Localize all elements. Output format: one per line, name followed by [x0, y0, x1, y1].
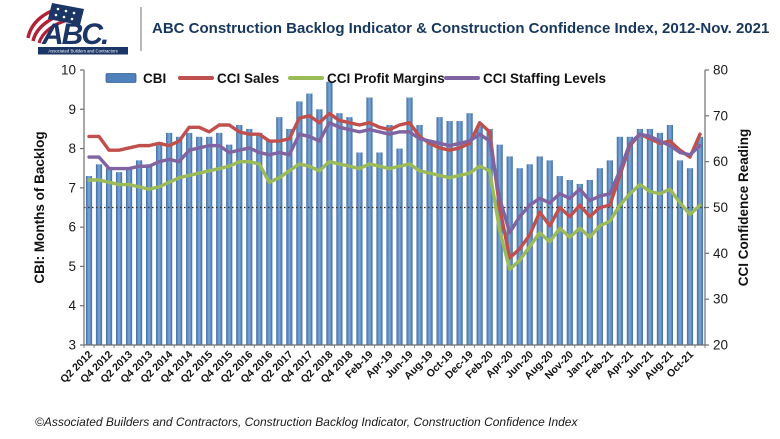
cbi-bar [546, 160, 553, 345]
cbi-bar [396, 148, 403, 345]
cbi-bar [256, 132, 263, 345]
legend-label: CCI Sales [217, 71, 279, 86]
source-attribution: ©Associated Builders and Contractors, Co… [35, 415, 578, 429]
cbi-bar [196, 136, 203, 345]
left-tick-label: 6 [68, 220, 76, 235]
cbi-bar [176, 136, 183, 345]
cbi-bar [416, 125, 423, 345]
header-divider [140, 6, 142, 51]
cbi-bar [166, 132, 173, 345]
right-tick-label: 20 [713, 338, 728, 353]
cbi-bar [336, 113, 343, 346]
left-tick-label: 10 [61, 63, 76, 78]
legend-swatch-cbi [105, 73, 137, 83]
cbi-bar [216, 132, 223, 345]
right-tick-label: 60 [713, 154, 728, 169]
cbi-bar [306, 93, 313, 345]
cbi-bar [426, 140, 433, 345]
cbi-bar [616, 136, 623, 345]
cbi-bar [666, 125, 674, 345]
cbi-bar [516, 168, 523, 345]
cbi-bar [586, 180, 593, 345]
cbi-bar [676, 160, 684, 345]
chart-title: ABC Construction Backlog Indicator & Con… [152, 20, 770, 37]
left-tick-label: 3 [68, 338, 76, 353]
cbi-bar [436, 117, 443, 345]
cbi-bar [286, 128, 293, 345]
cbi-bar [316, 109, 323, 345]
logo-abbr: ABC. [41, 18, 107, 51]
cbi-bar [486, 128, 493, 345]
cbi-bar [115, 172, 123, 345]
cbi-bar [346, 117, 353, 345]
cbi-bar [206, 136, 213, 345]
line-cci-profit-margins [87, 159, 702, 272]
cbi-bar [186, 132, 193, 345]
logo-banner-text: Associated Builders and Contractors [48, 48, 118, 53]
right-tick-label: 40 [713, 246, 728, 261]
right-tick-label: 70 [713, 108, 728, 123]
cbi-bar [266, 140, 273, 345]
cbi-bar [135, 160, 143, 345]
right-tick-label: 30 [713, 292, 728, 307]
legend-label: CCI Staffing Levels [483, 71, 606, 86]
header: ABC. Associated Builders and Contractors… [0, 0, 780, 57]
cbi-bar [556, 176, 563, 345]
cbi-bar [466, 113, 473, 346]
footer: ©Associated Builders and Contractors, Co… [35, 415, 780, 429]
cbi-bar [526, 164, 533, 345]
left-tick-label: 8 [68, 141, 76, 156]
cbi-bar [236, 125, 243, 345]
cbi-bar [105, 168, 113, 345]
cbi-bar [686, 168, 694, 345]
cbi-bar [446, 121, 453, 345]
left-tick-label: 7 [68, 180, 76, 195]
left-tick-label: 9 [68, 102, 76, 117]
cbi-bar [296, 101, 303, 346]
right-axis-title: CCI Confidence Reading [736, 129, 751, 287]
cbi-bar [146, 164, 153, 345]
right-tick-label: 80 [713, 63, 728, 78]
cbi-bar [326, 81, 333, 345]
cbi-bar [496, 144, 503, 345]
logo-banner [38, 46, 128, 54]
cbi-bar [456, 121, 463, 345]
line-cci-sales [87, 111, 702, 260]
line-cci-staffing-levels [87, 121, 702, 235]
cbi-bar [406, 97, 413, 345]
cbi-bar [366, 97, 373, 345]
cbi-bar [536, 156, 543, 345]
right-tick-label: 50 [713, 200, 728, 215]
cbi-bar [696, 136, 704, 345]
abc-logo: ABC. Associated Builders and Contractors [20, 2, 132, 56]
cbi-bar [596, 168, 603, 345]
legend-label: CBI [143, 71, 166, 86]
left-tick-label: 4 [68, 298, 76, 313]
left-tick-label: 5 [68, 259, 76, 274]
left-axis-title: CBI: Months of Backlog [32, 131, 47, 283]
cbi-bar [566, 180, 573, 345]
cbi-bar [656, 132, 664, 345]
legend-label: CCI Profit Margins [327, 71, 445, 86]
cbi-bar [476, 125, 483, 345]
cbi-bar [376, 152, 383, 345]
abc-logo-graphic: ABC. Associated Builders and Contractors [26, 2, 128, 54]
cbi-bar [386, 125, 393, 345]
cbi-bar [626, 136, 633, 345]
cbi-bar [276, 117, 283, 345]
cbi-bar [576, 183, 583, 345]
cbi-bar [95, 164, 103, 345]
cbi-bar [646, 128, 654, 345]
cbi-bar [125, 168, 133, 345]
cbi-bar [156, 144, 163, 345]
cbi-bar [606, 160, 613, 345]
cbi-bar [356, 152, 363, 345]
flag-icon [26, 2, 84, 44]
cbi-bar [636, 128, 643, 345]
cbi-bar [85, 176, 93, 345]
cbi-bar [226, 144, 233, 345]
cbi-bar [246, 128, 253, 345]
